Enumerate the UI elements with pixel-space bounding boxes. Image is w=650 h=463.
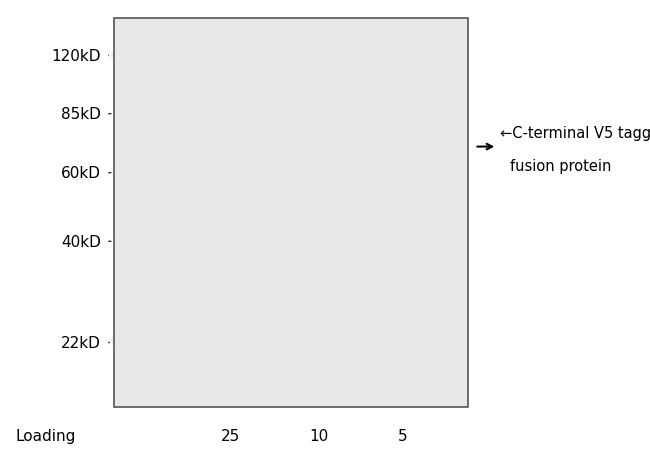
Text: ←C-terminal V5 tagged: ←C-terminal V5 tagged <box>500 126 650 141</box>
Text: 25: 25 <box>221 428 240 443</box>
Text: 85kD: 85kD <box>61 107 101 122</box>
Text: Loading: Loading <box>16 428 75 443</box>
Text: 10: 10 <box>309 428 328 443</box>
Text: 60kD: 60kD <box>60 166 101 181</box>
Text: 5: 5 <box>398 428 408 443</box>
Text: 22kD: 22kD <box>61 335 101 350</box>
Text: 120kD: 120kD <box>51 49 101 64</box>
Text: fusion protein: fusion protein <box>510 158 612 173</box>
Text: 40kD: 40kD <box>61 234 101 249</box>
